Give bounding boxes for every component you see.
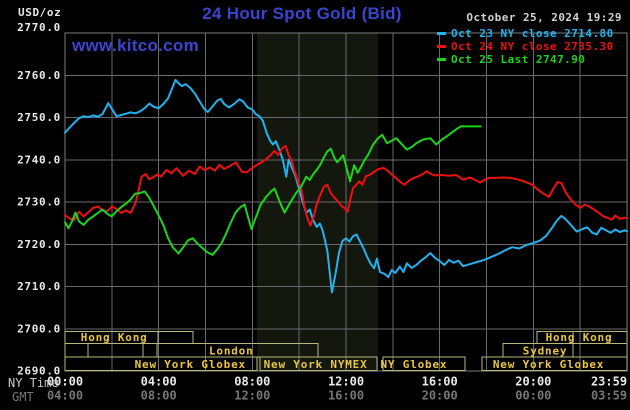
- series-line-oct25: [64, 125, 482, 256]
- ny-time-tick-label: 23:59: [591, 375, 627, 389]
- y-tick-label: 2730.0: [17, 196, 61, 209]
- session-box: [259, 356, 378, 371]
- y-tick-label: 2750.0: [17, 111, 61, 124]
- legend-label-oct23: Oct 23 NY close 2714.80: [451, 27, 614, 40]
- gmt-tick-label: 03:59: [591, 389, 627, 403]
- legend-label-oct24: Oct 24 NY close 2735.30: [451, 40, 614, 53]
- gmt-tick-label: 08:00: [141, 389, 177, 403]
- x-axis-tick-labels: 00:0004:0004:0008:0008:0012:0012:0016:00…: [47, 375, 627, 403]
- gmt-axis-label: GMT: [12, 390, 34, 404]
- y-tick-label: 2740.0: [17, 153, 61, 166]
- y-tick-label: 2700.0: [17, 322, 61, 335]
- legend-row: Oct 25 Last 2747.90: [437, 53, 614, 66]
- session-box: [572, 343, 628, 358]
- kitco-watermark-link[interactable]: www.kitco.com: [72, 36, 200, 55]
- session-label: New York Globex: [135, 358, 246, 371]
- session-box: [481, 356, 628, 371]
- session-label: Hong Kong: [81, 331, 148, 344]
- session-label: Sydney: [523, 345, 568, 358]
- legend-dash-oct24: [437, 45, 446, 48]
- y-axis-tick-labels: 2770.0 2760.0 2750.0 2740.0 2730.0 2720.0 2710…: [17, 21, 61, 378]
- ny-time-axis-label: NY Time: [8, 376, 59, 390]
- legend-label-oct25: Oct 25 Last 2747.90: [451, 53, 586, 66]
- ny-time-tick-label: 20:00: [515, 375, 551, 389]
- y-tick-label: 2760.0: [17, 69, 61, 82]
- session-box: [87, 343, 144, 358]
- y-tick-label: 2710.0: [17, 280, 61, 293]
- ny-time-tick-label: 12:00: [328, 375, 364, 389]
- gmt-tick-label: 04:00: [47, 389, 83, 403]
- y-tick-label: 2770.0: [17, 21, 61, 34]
- gmt-tick-label: 00:00: [515, 389, 551, 403]
- session-box: [64, 356, 258, 371]
- legend-dash-oct23: [437, 32, 446, 35]
- session-label: London: [209, 345, 254, 358]
- legend-row: Oct 23 NY close 2714.80: [437, 27, 614, 40]
- series-line-oct23: [64, 78, 628, 294]
- session-box: [64, 343, 89, 358]
- session-box: [142, 343, 158, 358]
- legend-row: Oct 24 NY close 2735.30: [437, 40, 614, 53]
- gmt-tick-label: 16:00: [328, 389, 364, 403]
- session-box: [157, 331, 194, 344]
- series-line-oct24: [64, 144, 628, 227]
- ny-time-tick-label: 00:00: [47, 375, 83, 389]
- session-label: Hong Kong: [546, 331, 613, 344]
- legend-dash-oct25: [437, 58, 446, 61]
- ny-time-tick-label: 04:00: [141, 375, 177, 389]
- session-label: NY Globex: [381, 358, 448, 371]
- session-box: [382, 356, 466, 371]
- y-axis-unit-label: USD/oz: [18, 6, 62, 19]
- gmt-tick-label: 12:00: [234, 389, 270, 403]
- ny-time-tick-label: 08:00: [234, 375, 270, 389]
- session-label: New York Globex: [493, 358, 604, 371]
- session-label: New York NYMEX: [264, 358, 368, 371]
- legend: Oct 23 NY close 2714.80 Oct 24 NY close …: [437, 27, 614, 66]
- chart-title: 24 Hour Spot Gold (Bid): [202, 4, 402, 23]
- date-time-label: October 25, 2024 19:29: [466, 11, 622, 24]
- y-tick-label: 2690.0: [17, 365, 61, 378]
- gmt-tick-label: 20:00: [422, 389, 458, 403]
- ny-time-tick-label: 16:00: [422, 375, 458, 389]
- y-tick-label: 2720.0: [17, 238, 61, 251]
- gridlines: [65, 33, 627, 371]
